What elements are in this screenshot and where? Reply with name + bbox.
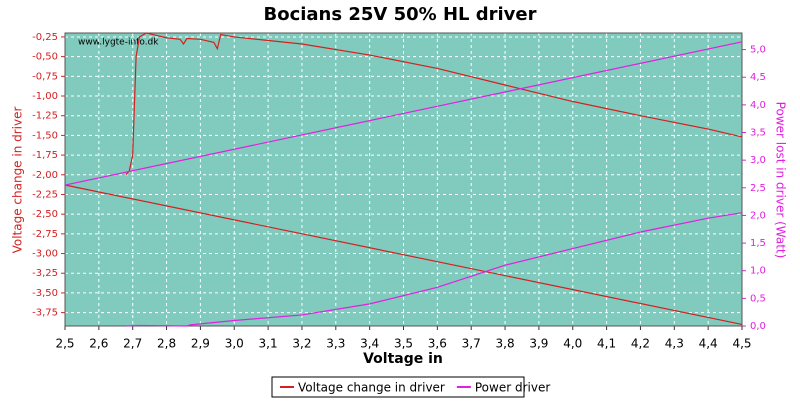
y-tick-label: -2,75 [32, 229, 58, 240]
x-tick-label: 4,1 [597, 337, 616, 351]
y2-tick-label: 2,0 [750, 210, 766, 221]
x-tick-label: 4,0 [563, 337, 582, 351]
plot-frame [64, 32, 743, 327]
y2-tick-label: 0,5 [750, 293, 766, 304]
x-tick-label: 2,5 [55, 337, 74, 351]
chart-title: Bocians 25V 50% HL driver [263, 4, 536, 25]
x-tick-label: 3,7 [462, 337, 481, 351]
x-axis-label: Voltage in [363, 351, 443, 367]
x-tick-label: 3,2 [292, 337, 311, 351]
y2-tick-label: 4,5 [750, 72, 766, 83]
y2-tick-label: 0,0 [750, 321, 766, 332]
series-line [64, 41, 743, 186]
x-tick-label: 3,1 [259, 337, 278, 351]
x-tick-label: 3,9 [529, 337, 548, 351]
y-tick-label: -2,25 [32, 189, 58, 200]
y-tick-label: -1,00 [32, 91, 58, 102]
x-tick-label: 4,5 [732, 337, 751, 351]
y-tick-label: -1,25 [32, 111, 58, 122]
y-tick-label: -0,75 [32, 71, 58, 82]
legend-label: Power driver [475, 381, 550, 395]
x-tick-label: 4,4 [699, 337, 718, 351]
y-tick-label: -3,50 [32, 288, 58, 299]
y2-tick-label: 2,5 [750, 183, 766, 194]
y2-axis-label: Power lost in driver (Watt) [774, 102, 788, 259]
series-line [125, 32, 743, 176]
x-tick-label: 2,9 [191, 337, 210, 351]
y-tick-label: -0,50 [32, 52, 58, 63]
x-tick-label: 3,5 [394, 337, 413, 351]
y-axis-label: Voltage change in driver [11, 107, 25, 254]
x-tick-label: 2,8 [157, 337, 176, 351]
y-tick-label: -1,75 [32, 150, 58, 161]
y2-tick-label: 4,0 [750, 100, 766, 111]
x-tick-label: 2,6 [89, 337, 108, 351]
y-tick-label: -2,50 [32, 209, 58, 220]
x-tick-label: 3,3 [326, 337, 345, 351]
y2-tick-label: 3,5 [750, 128, 766, 139]
watermark: www.lygte-info.dk [78, 38, 159, 48]
y-tick-label: -1,50 [32, 130, 58, 141]
y2-tick-label: 3,0 [750, 155, 766, 166]
y-tick-label: -3,75 [32, 308, 58, 319]
y-tick-label: -3,25 [32, 268, 58, 279]
y2-tick-label: 1,5 [750, 238, 766, 249]
y2-tick-label: 1,0 [750, 266, 766, 277]
series-line [125, 212, 743, 327]
legend-label: Voltage change in driver [298, 381, 445, 395]
x-tick-label: 4,2 [631, 337, 650, 351]
x-tick-label: 3,0 [225, 337, 244, 351]
legend [271, 376, 525, 398]
x-tick-label: 3,8 [496, 337, 515, 351]
y-tick-label: -0,25 [32, 32, 58, 43]
y-tick-label: -2,00 [32, 170, 58, 181]
x-tick-label: 2,7 [123, 337, 142, 351]
x-tick-label: 4,3 [665, 337, 684, 351]
y-tick-label: -3,00 [32, 249, 58, 260]
y2-tick-label: 5,0 [750, 45, 766, 56]
series-line [64, 184, 743, 326]
x-tick-label: 3,6 [428, 337, 447, 351]
x-tick-label: 3,4 [360, 337, 379, 351]
